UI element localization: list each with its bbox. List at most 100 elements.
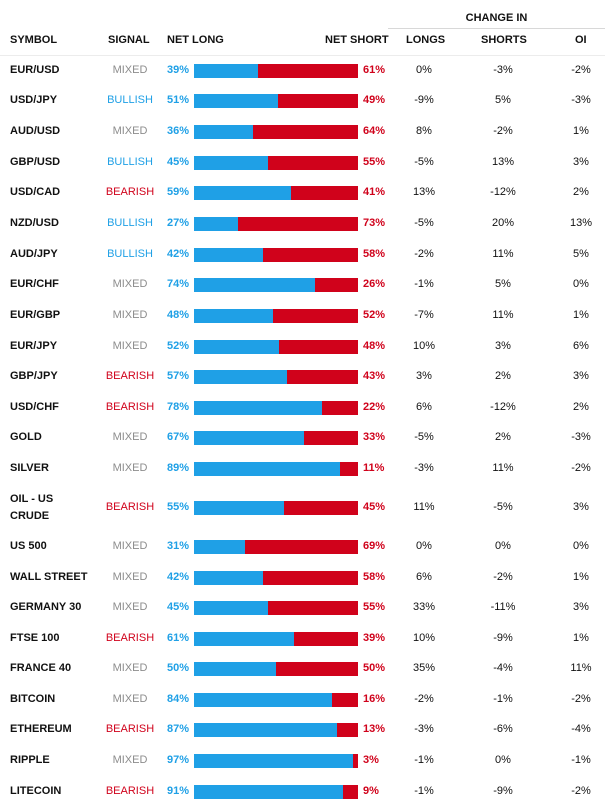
signal-label: MIXED (112, 309, 148, 321)
oi-change: -2% (571, 785, 591, 797)
sentiment-bar (194, 401, 358, 415)
net-long-fill (194, 248, 263, 262)
sentiment-bar (194, 540, 358, 554)
longs-header: LONGS (406, 34, 446, 46)
net-long-value: 87% (167, 723, 190, 735)
symbol-label: GBP/JPY (10, 370, 58, 382)
sentiment-bar (194, 248, 358, 262)
net-long-fill (194, 156, 268, 170)
signal-label: MIXED (112, 754, 148, 766)
net-long-fill (194, 540, 245, 554)
net-long-fill (194, 64, 258, 78)
net-long-value: 36% (167, 125, 190, 137)
longs-change: 0% (416, 540, 432, 552)
signal-label: MIXED (112, 278, 148, 290)
shorts-change: 0% (495, 540, 511, 552)
oi-change: 1% (573, 125, 589, 137)
net-long-fill (194, 401, 322, 415)
oi-change: 1% (573, 571, 589, 583)
net-short-value: 48% (363, 340, 386, 352)
net-long-value: 50% (167, 662, 190, 674)
oi-header: OI (575, 34, 587, 46)
net-short-header: NET SHORT (325, 34, 389, 46)
sentiment-bar (194, 462, 358, 476)
longs-change: 8% (416, 125, 432, 137)
symbol-label-line1: OIL - US (10, 493, 54, 505)
shorts-change: 11% (492, 248, 514, 260)
net-long-value: 89% (167, 462, 190, 474)
sentiment-bar (194, 723, 358, 737)
net-long-fill (194, 501, 285, 515)
symbol-header: SYMBOL (10, 34, 58, 46)
oi-change: 3% (573, 156, 589, 168)
sentiment-bar (194, 217, 358, 231)
longs-change: 3% (416, 370, 432, 382)
oi-change: 1% (573, 309, 589, 321)
shorts-change: -4% (493, 662, 513, 674)
shorts-change: -1% (493, 693, 513, 705)
symbol-label: WALL STREET (10, 571, 88, 583)
oi-change: 1% (573, 632, 589, 644)
net-long-value: 74% (167, 278, 190, 290)
sentiment-bar (194, 125, 358, 139)
net-long-fill (194, 94, 278, 108)
net-short-value: 52% (363, 309, 386, 321)
net-long-value: 45% (167, 156, 190, 168)
oi-change: -2% (571, 693, 591, 705)
symbol-label: GBP/USD (10, 156, 61, 168)
symbol-label-line2: CRUDE (10, 510, 50, 522)
oi-change: 3% (573, 501, 589, 513)
shorts-change: 2% (495, 370, 511, 382)
net-long-fill (194, 693, 332, 707)
net-long-value: 59% (167, 186, 190, 198)
longs-change: -7% (414, 309, 434, 321)
net-short-value: 61% (363, 64, 386, 76)
sentiment-bar (194, 278, 358, 292)
shorts-change: -11% (490, 601, 516, 613)
net-short-value: 3% (363, 754, 379, 766)
symbol-label: NZD/USD (10, 217, 59, 229)
symbol-label: EUR/USD (10, 64, 60, 76)
net-short-value: 33% (363, 431, 386, 443)
oi-change: -3% (571, 94, 591, 106)
sentiment-bar (194, 754, 358, 768)
signal-label: MIXED (112, 340, 148, 352)
net-long-fill (194, 340, 280, 354)
net-long-fill (194, 186, 291, 200)
net-short-value: 22% (363, 401, 386, 413)
oi-change: 13% (569, 217, 593, 229)
longs-change: -1% (414, 785, 434, 797)
symbol-label: EUR/CHF (10, 278, 59, 290)
signal-label: BULLISH (107, 248, 153, 260)
symbol-label: US 500 (10, 540, 47, 552)
longs-change: 13% (412, 186, 436, 198)
symbol-label: USD/CHF (10, 401, 59, 413)
oi-change: 3% (573, 601, 589, 613)
net-long-fill (194, 571, 263, 585)
oi-change: -2% (571, 462, 591, 474)
symbol-label: AUD/USD (10, 125, 61, 137)
sentiment-bar (194, 94, 358, 108)
symbol-label: BITCOIN (10, 693, 56, 705)
sentiment-bar (194, 156, 358, 170)
shorts-change: 0% (495, 754, 511, 766)
signal-label: BULLISH (107, 156, 153, 168)
longs-change: -3% (414, 462, 434, 474)
longs-change: -5% (414, 156, 434, 168)
symbol-label: RIPPLE (10, 754, 50, 766)
signal-label: BULLISH (107, 217, 153, 229)
oi-change: 2% (573, 401, 589, 413)
longs-change: 11% (413, 501, 435, 513)
signal-header: SIGNAL (108, 34, 150, 46)
sentiment-bar (194, 785, 358, 799)
sentiment-bar (194, 501, 358, 515)
longs-change: -1% (414, 278, 434, 290)
net-short-value: 26% (363, 278, 386, 290)
symbol-label: EUR/GBP (10, 309, 61, 321)
shorts-change: -12% (490, 186, 516, 198)
net-long-fill (194, 601, 268, 615)
net-long-fill (194, 370, 288, 384)
oi-change: 11% (570, 662, 592, 674)
signal-label: BEARISH (105, 632, 155, 644)
